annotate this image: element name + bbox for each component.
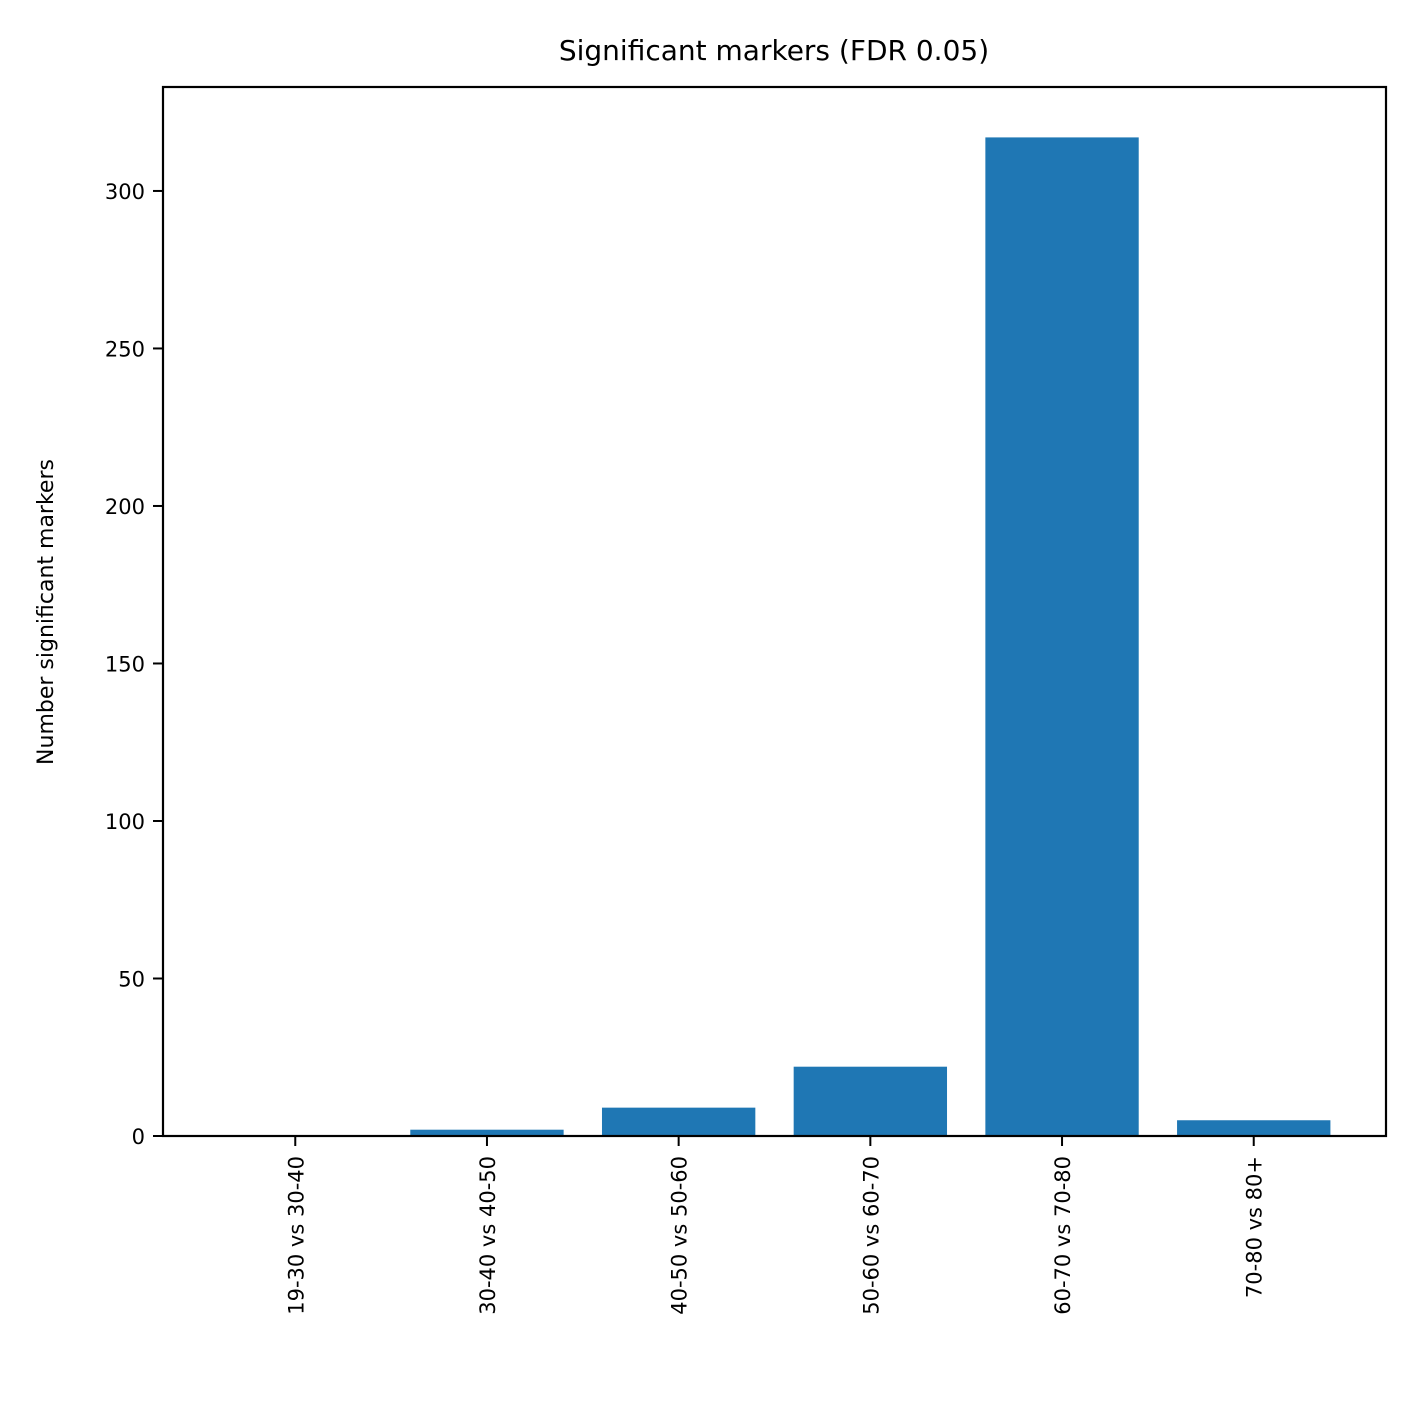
bar [1177,1120,1331,1136]
x-tick-label: 30-40 vs 40-50 [476,1156,500,1315]
y-axis-ticks: 0 50 100 150 200 250 300 [105,180,163,1149]
y-tick-label: 100 [105,810,145,834]
x-tick-label: 40-50 vs 50-60 [668,1156,692,1315]
bar [601,1107,756,1136]
y-tick-label: 150 [105,652,145,676]
bar [410,1129,564,1136]
y-tick-label: 300 [105,180,145,204]
x-axis-ticks: 19-30 vs 30-40 30-40 vs 40-50 40-50 vs 50-… [284,1136,1267,1315]
x-tick-label: 50-60 vs 60-70 [859,1156,883,1315]
y-axis-label: Number significant markers [34,459,59,765]
x-tick-label: 19-30 vs 30-40 [284,1156,308,1315]
y-tick-label: 0 [132,1125,145,1149]
bar [793,1066,948,1136]
plot-frame [161,85,1388,1138]
x-tick-label: 60-70 vs 70-80 [1051,1156,1075,1315]
chart-title: Significant markers (FDR 0.05) [559,34,989,67]
y-tick-label: 50 [118,967,145,991]
x-tick-label: 70-80 vs 80+ [1243,1156,1267,1298]
bar [985,137,1139,1136]
bars-group [410,137,1331,1136]
y-tick-label: 250 [105,337,145,361]
y-tick-label: 200 [105,495,145,519]
